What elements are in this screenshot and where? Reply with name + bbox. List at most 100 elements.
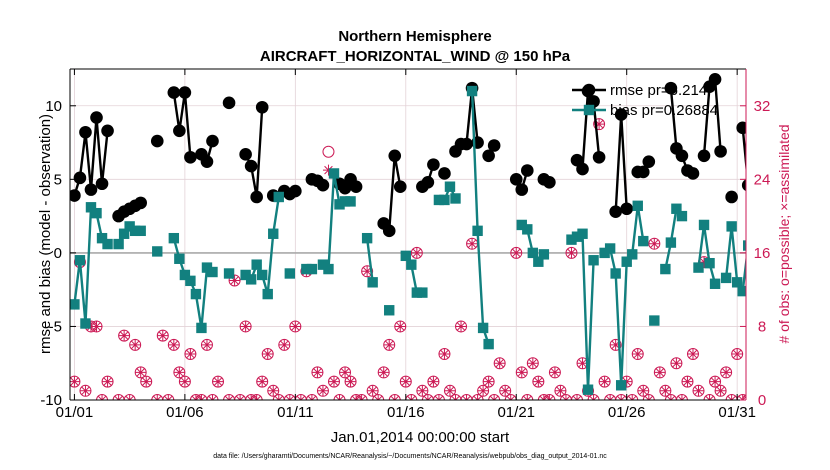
chart-subtitle: AIRCRAFT_HORIZONTAL_WIND @ 150 hPa — [260, 48, 571, 65]
obs-assimilated-marker — [129, 339, 141, 351]
bias-point — [610, 268, 621, 279]
axes — [69, 68, 747, 401]
rmse-point — [173, 124, 186, 138]
bias-point — [301, 263, 312, 275]
obs-assimilated-marker — [184, 348, 196, 360]
bias-point — [168, 232, 180, 244]
rmse-point — [393, 180, 407, 193]
y-tick-label: 10 — [45, 98, 62, 115]
rmse-point — [515, 183, 529, 196]
y-tick-label: 0 — [54, 245, 62, 262]
obs-assimilated-marker — [168, 339, 180, 351]
obs-assimilated-marker — [659, 385, 671, 397]
rmse-point — [184, 150, 197, 164]
obs-assimilated-marker — [455, 320, 467, 332]
bias-point — [323, 263, 334, 275]
bias-point — [223, 268, 235, 279]
bias-point — [124, 221, 135, 232]
rmse-point — [460, 137, 473, 151]
obs-assimilated-marker — [378, 366, 390, 378]
obs-assimilated-marker — [317, 385, 329, 397]
obs-assimilated-marker — [383, 339, 395, 351]
x-tick-label: 01/16 — [387, 404, 425, 421]
rmse-point — [427, 158, 440, 171]
rmse-point — [725, 190, 738, 204]
x-tick-label: 01/11 — [277, 404, 313, 421]
y-axis-label: rmse and bias (model - observation) — [37, 114, 54, 354]
obs-assimilated-marker — [549, 366, 561, 378]
bias-point — [256, 269, 268, 281]
bias-point — [417, 287, 428, 298]
obs-assimilated-marker — [179, 376, 191, 388]
obs-assimilated-marker — [201, 339, 213, 351]
rmse-point — [250, 190, 263, 204]
y-tick-label: 5 — [54, 171, 62, 188]
obs-assimilated-marker — [599, 376, 611, 388]
bias-point — [317, 259, 329, 270]
rmse-point — [388, 149, 402, 163]
rmse-point — [382, 224, 396, 238]
bias-point — [129, 225, 141, 237]
obs-assimilated-marker — [637, 385, 649, 397]
bias-point — [571, 231, 583, 242]
obs-assimilated-marker — [516, 366, 528, 378]
rmse-point — [686, 167, 700, 180]
bias-point — [627, 249, 638, 260]
bias-point — [439, 194, 450, 206]
rmse-point — [206, 134, 219, 148]
obs-assimilated-marker — [438, 348, 450, 360]
bias-point — [582, 384, 594, 395]
obs-assimilated-marker — [510, 247, 522, 259]
rmse-point — [675, 149, 689, 163]
rmse-point — [73, 171, 87, 185]
rmse-point — [592, 150, 606, 164]
rmse-point — [150, 134, 164, 148]
bias-point — [135, 225, 146, 237]
obs-assimilated-marker — [593, 118, 605, 130]
bias-point — [466, 85, 478, 97]
obs-assimilated-marker — [328, 376, 340, 388]
obs-assimilated-marker — [229, 274, 241, 286]
rmse-point — [289, 184, 302, 198]
bias-point — [660, 263, 671, 275]
bias-point — [406, 259, 417, 270]
bias-point — [726, 221, 737, 232]
bias-point — [638, 235, 649, 247]
bias-point — [698, 219, 710, 231]
rmse-line — [741, 127, 746, 175]
rmse-line — [172, 91, 192, 158]
rmse-point — [697, 149, 711, 163]
bias-point — [693, 262, 704, 273]
x-tick-label: 01/26 — [608, 404, 646, 421]
bias-point — [201, 262, 213, 273]
obs-assimilated-marker — [311, 366, 323, 378]
bias-point — [80, 318, 91, 329]
y2-tick-label: 32 — [754, 98, 771, 115]
obs-assimilated-marker — [394, 320, 406, 332]
rmse-point — [349, 180, 363, 193]
bias-point — [251, 259, 262, 270]
legend-bias-marker — [583, 104, 595, 116]
y2-tick-label: 0 — [758, 392, 766, 409]
bias-point — [533, 256, 544, 267]
bias-point — [676, 210, 688, 222]
obs-assimilated-marker — [79, 385, 91, 397]
y2-tick-label: 16 — [754, 245, 771, 262]
obs-possible-marker — [322, 145, 335, 158]
rmse-point — [543, 175, 556, 189]
obs-assimilated-marker — [289, 320, 301, 332]
obs-assimilated-marker — [715, 385, 727, 397]
bias-point — [522, 224, 533, 235]
bias-point — [621, 256, 632, 267]
bias-point — [196, 322, 207, 334]
rmse-point — [620, 202, 634, 216]
bias-point — [400, 250, 411, 262]
bias-point — [174, 253, 185, 264]
rmse-point — [90, 111, 103, 124]
bias-point — [444, 181, 456, 192]
rmse-point — [70, 189, 81, 202]
bias-point — [118, 228, 130, 239]
bias-point — [268, 228, 279, 239]
bias-point — [527, 247, 539, 259]
y2-tick-label: 24 — [754, 171, 771, 188]
